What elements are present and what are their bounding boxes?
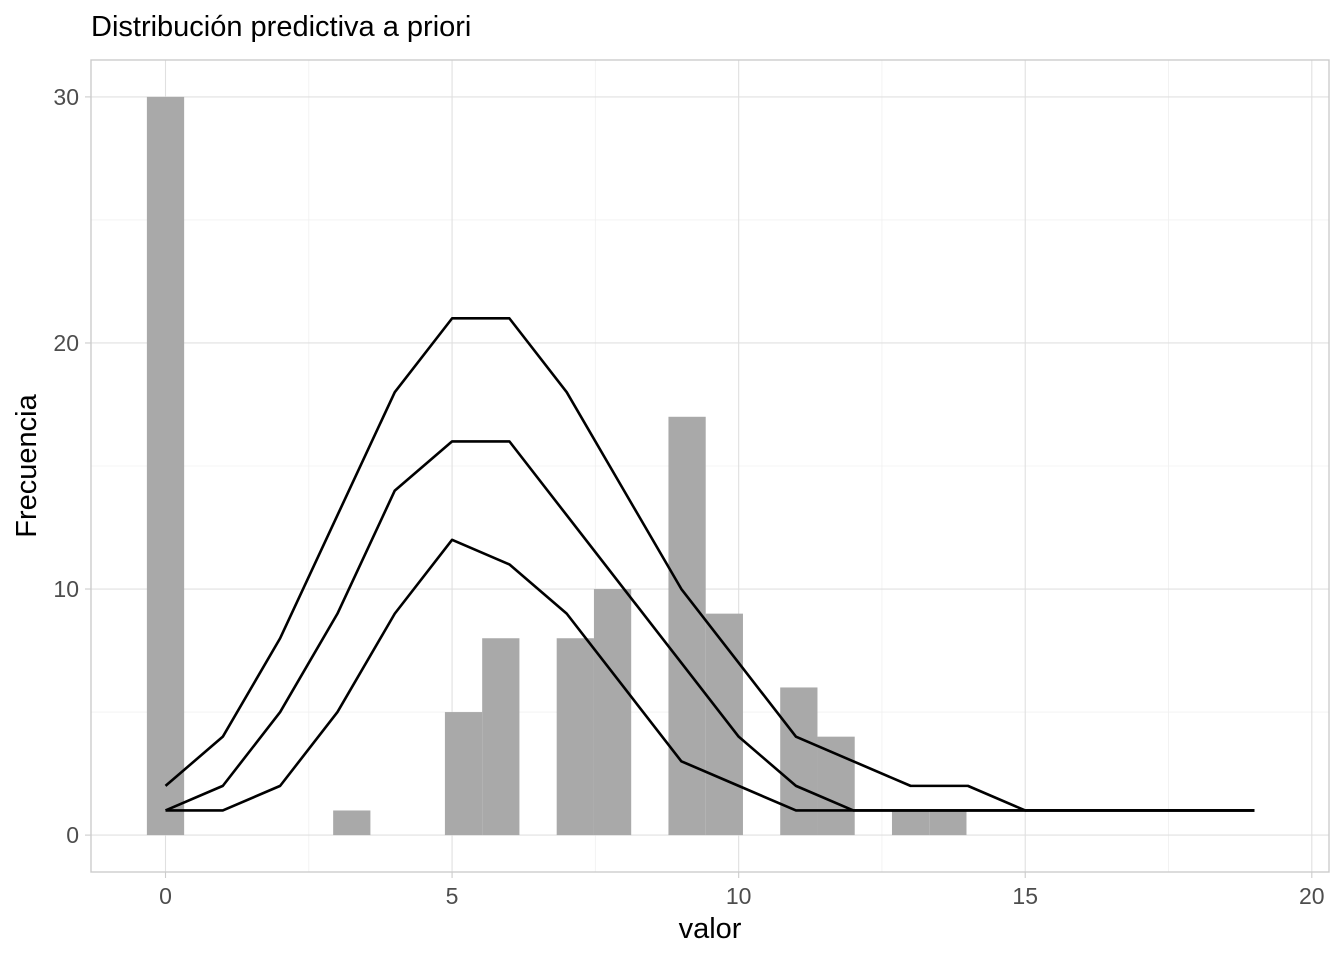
chart-title: Distribución predictiva a priori xyxy=(91,11,471,43)
histogram-bar xyxy=(780,687,818,836)
histogram-bar xyxy=(556,638,594,836)
panel-border xyxy=(90,59,1330,873)
x-tick-label: 0 xyxy=(159,883,172,909)
axis-ticks: 0 5 10 15 20 0 10 20 30 xyxy=(53,84,1324,909)
histogram-bars xyxy=(146,96,967,836)
histogram-bar xyxy=(593,589,632,836)
y-tick-label: 20 xyxy=(53,330,79,356)
series-line-3 xyxy=(165,538,1255,812)
histogram-bar xyxy=(668,416,706,836)
x-tick-label: 20 xyxy=(1299,883,1325,909)
histogram-bar xyxy=(705,613,743,836)
histogram-bar xyxy=(817,736,855,836)
y-tick-label: 0 xyxy=(66,822,79,848)
y-axis-title: Frecuencia xyxy=(11,393,43,537)
x-tick-label: 15 xyxy=(1012,883,1038,909)
x-tick-label: 10 xyxy=(726,883,752,909)
x-tick-label: 5 xyxy=(446,883,459,909)
histogram-bar xyxy=(891,810,930,836)
x-axis-title: valor xyxy=(679,913,742,945)
histogram-bar xyxy=(929,810,967,836)
histogram-bar xyxy=(482,638,520,836)
y-tick-label: 30 xyxy=(53,84,79,110)
histogram-bar xyxy=(444,712,483,836)
y-tick-label: 10 xyxy=(53,576,79,602)
histogram-bar xyxy=(146,96,185,836)
series-lines xyxy=(164,317,1255,812)
histogram-bar xyxy=(333,810,371,836)
